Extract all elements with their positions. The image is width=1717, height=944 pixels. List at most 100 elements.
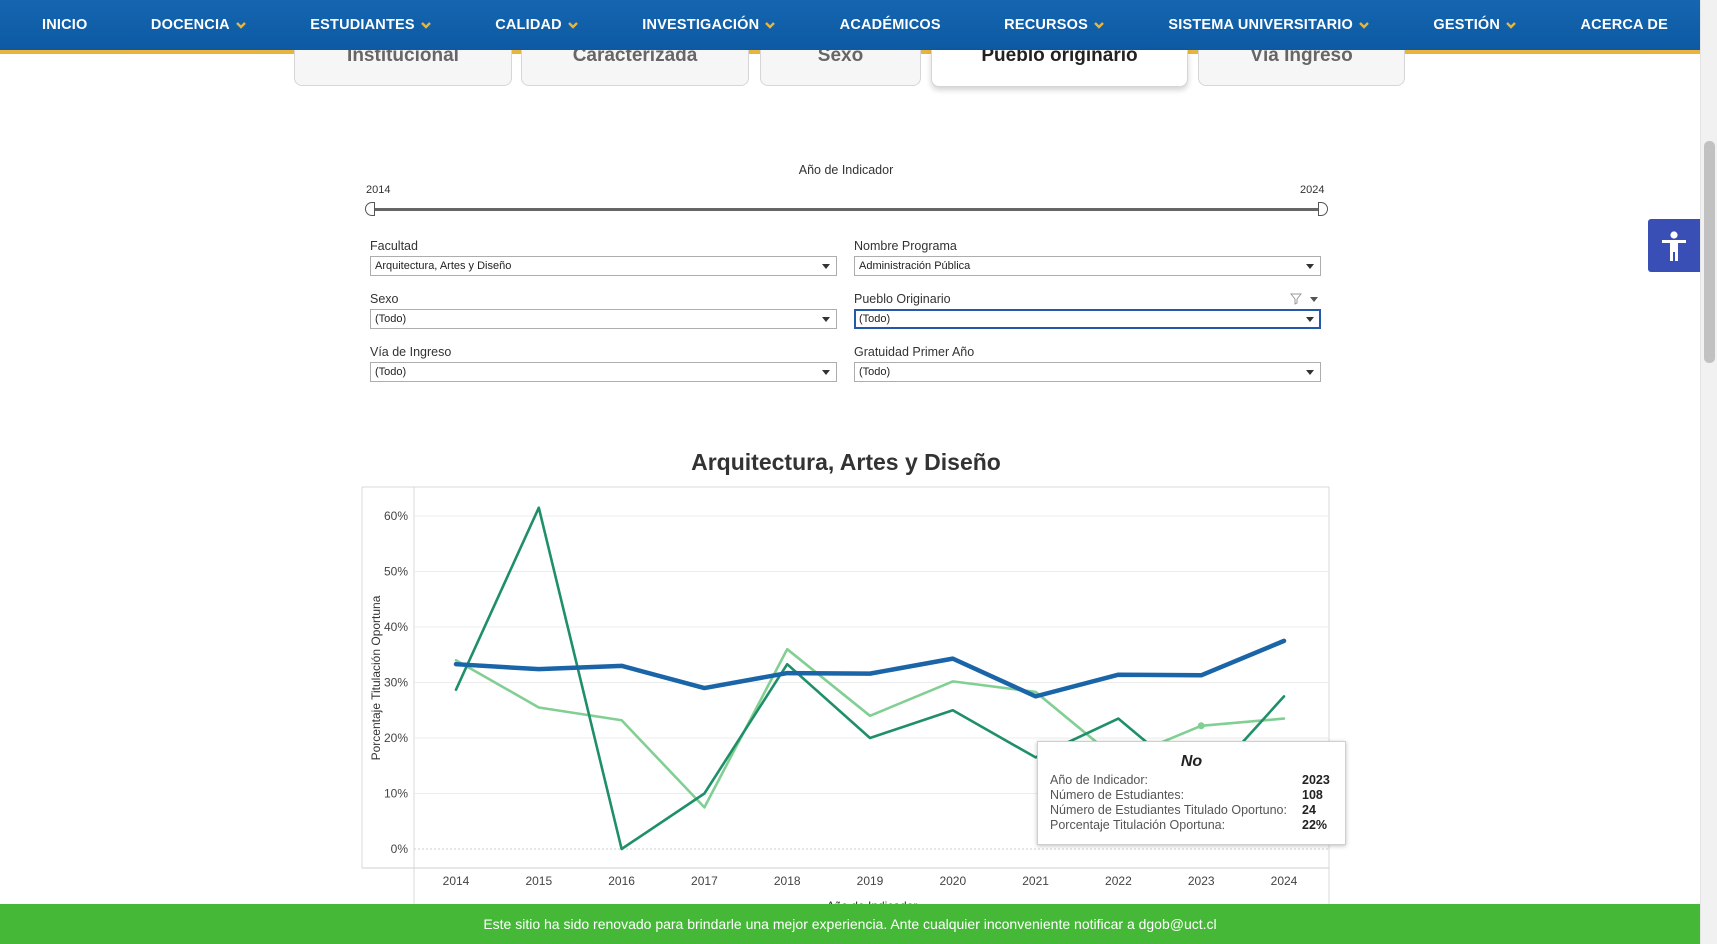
slider-max-label: 2024 [1300, 184, 1325, 196]
year-slider-track[interactable] [370, 208, 1323, 211]
nav-item-label: DOCENCIA [150, 17, 230, 33]
series-line [453, 638, 1287, 699]
tab-label: Vía Ingreso [1250, 50, 1353, 66]
nav-item-investigacion[interactable]: INVESTIGACIÓN [642, 17, 776, 33]
x-tick-label: 2022 [1105, 874, 1132, 888]
tab-caracterizada[interactable]: Caracterizada [521, 50, 749, 86]
gratuidad-select[interactable]: (Todo) [854, 362, 1321, 382]
sexo-label: Sexo [370, 292, 399, 306]
dropdown-caret-icon [822, 370, 830, 375]
nav-item-label: SISTEMA UNIVERSITARIO [1168, 17, 1354, 33]
dropdown-caret-icon [1306, 370, 1314, 375]
slider-title: Año de Indicador [798, 163, 894, 177]
nav-item-sistema-universitario[interactable]: SISTEMA UNIVERSITARIO [1168, 17, 1370, 33]
tab-label: Institucional [347, 50, 459, 66]
y-tick-label: 0% [391, 842, 409, 856]
x-tick-label: 2015 [525, 874, 552, 888]
tooltip-row-value: 22% [1302, 818, 1328, 832]
sexo-select[interactable]: (Todo) [370, 309, 837, 329]
nav-item-acerca-de[interactable]: ACERCA DE [1581, 17, 1668, 33]
nav-item-label: ACERCA DE [1580, 17, 1668, 33]
x-tick-label: 2021 [1022, 874, 1049, 888]
programa-select[interactable]: Administración Pública [854, 256, 1321, 276]
chevron-down-icon [567, 22, 578, 29]
dropdown-caret-icon [1306, 264, 1314, 269]
y-tick-label: 30% [384, 676, 408, 690]
highlighted-data-point [1197, 722, 1205, 730]
x-tick-label: 2023 [1188, 874, 1215, 888]
programa-label: Nombre Programa [854, 239, 957, 253]
chevron-down-icon [1094, 22, 1104, 29]
y-tick-label: 20% [384, 731, 408, 745]
x-tick-label: 2017 [691, 874, 718, 888]
gratuidad-label: Gratuidad Primer Año [854, 345, 975, 359]
tab-institucional[interactable]: Institucional [294, 50, 512, 86]
nav-item-inicio[interactable]: INICIO [42, 17, 88, 33]
tab-pueblo-originario[interactable]: Pueblo originario [931, 50, 1188, 87]
slider-min-label: 2014 [366, 184, 391, 196]
via-value: (Todo) [375, 366, 407, 378]
x-tick-label: 2020 [939, 874, 966, 888]
chart-title: Arquitectura, Artes y Diseño [691, 449, 1001, 475]
tooltip-row-value: 108 [1302, 788, 1323, 802]
facultad-value: Arquitectura, Artes y Diseño [375, 260, 512, 272]
tooltip-row-label: Número de Estudiantes: [1050, 788, 1185, 802]
nav-item-docencia[interactable]: DOCENCIA [151, 17, 247, 33]
nav-item-calidad[interactable]: CALIDAD [495, 17, 579, 33]
year-slider-min-handle[interactable] [365, 202, 375, 216]
nav-item-label: ACADÉMICOS [839, 17, 941, 33]
accessibility-icon [1662, 230, 1686, 261]
tab-via-ingreso[interactable]: Vía Ingreso [1198, 50, 1405, 86]
year-slider-max-handle[interactable] [1318, 202, 1328, 216]
dropdown-caret-icon [822, 264, 830, 269]
scrollbar-thumb[interactable] [1704, 141, 1715, 363]
x-tick-label: 2024 [1271, 874, 1298, 888]
chart-tooltip: No Año de Indicador: 2023 Número de Estu… [1037, 741, 1346, 845]
chevron-down-icon [420, 22, 431, 29]
nav-item-academicos[interactable]: ACADÉMICOS [840, 17, 941, 33]
nav-item-label: RECURSOS [1004, 17, 1088, 33]
renewal-notice-banner: Este sitio ha sido renovado para brindar… [0, 904, 1700, 944]
chevron-down-icon [765, 22, 776, 29]
pueblo-select[interactable]: (Todo) [854, 309, 1321, 329]
accessibility-button[interactable] [1648, 219, 1700, 272]
tab-label: Sexo [817, 50, 864, 66]
facultad-select[interactable]: Arquitectura, Artes y Diseño [370, 256, 837, 276]
tooltip-row-value: 24 [1302, 803, 1316, 817]
x-tick-label: 2018 [774, 874, 801, 888]
nav-item-recursos[interactable]: RECURSOS [1004, 17, 1105, 33]
gratuidad-value: (Todo) [859, 366, 891, 378]
y-axis-label: Porcentaje Titulación Oportuna [369, 595, 383, 760]
nav-item-label: GESTIÓN [1433, 17, 1501, 33]
tooltip-row-value: 2023 [1302, 773, 1330, 787]
chevron-down-icon [1506, 22, 1516, 29]
dropdown-caret-icon [822, 317, 830, 322]
filter-icon[interactable] [1290, 293, 1302, 305]
page-scrollbar[interactable] [1700, 0, 1717, 944]
tooltip-title: No [1180, 753, 1203, 770]
x-tick-label: 2016 [608, 874, 635, 888]
tooltip-row-label: Año de Indicador: [1050, 773, 1148, 787]
y-tick-label: 50% [384, 565, 408, 579]
dropdown-caret-icon [1306, 317, 1314, 322]
tooltip-row-label: Porcentaje Titulación Oportuna: [1050, 818, 1226, 832]
tab-label: Caracterizada [572, 50, 698, 66]
filter-menu-caret-icon[interactable] [1310, 297, 1318, 302]
x-tick-label: 2019 [857, 874, 884, 888]
sexo-value: (Todo) [375, 313, 407, 325]
y-tick-label: 40% [384, 620, 408, 634]
y-tick-label: 60% [384, 509, 408, 523]
pueblo-value: (Todo) [859, 313, 891, 325]
nav-item-label: INICIO [42, 17, 88, 33]
indicator-tabs: Institucional Caracterizada Sexo Pueblo … [0, 50, 1700, 88]
tab-sexo[interactable]: Sexo [760, 50, 921, 86]
via-select[interactable]: (Todo) [370, 362, 837, 382]
chevron-down-icon [236, 22, 246, 29]
chevron-down-icon [1359, 22, 1369, 29]
nav-item-label: ESTUDIANTES [310, 17, 415, 33]
nav-item-estudiantes[interactable]: ESTUDIANTES [310, 17, 432, 33]
nav-item-gestion[interactable]: GESTIÓN [1433, 17, 1517, 33]
nav-item-label: CALIDAD [495, 17, 562, 33]
